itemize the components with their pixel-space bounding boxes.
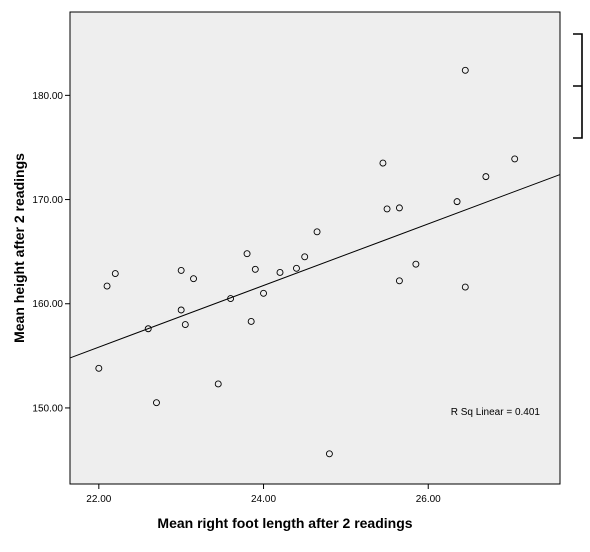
data-point [111, 270, 119, 277]
data-point [190, 275, 197, 283]
data-point [144, 325, 152, 333]
y-axis-title: Mean height after 2 readings [11, 153, 27, 343]
data-point [251, 265, 259, 273]
data-point [325, 450, 333, 458]
y-tick-label: 150.00 [32, 403, 63, 414]
data-point [227, 295, 235, 302]
data-point [177, 266, 185, 274]
data-point [181, 321, 189, 329]
r-squared-annotation: R Sq Linear = 0.401 [451, 407, 541, 418]
data-point [313, 228, 321, 236]
x-axis-title: Mean right foot length after 2 readings [157, 515, 412, 531]
data-point [412, 260, 420, 268]
data-point [379, 159, 387, 167]
data-point [103, 282, 111, 290]
data-point [482, 173, 490, 181]
data-point [383, 205, 391, 213]
data-point [214, 380, 222, 388]
data-point [95, 364, 103, 372]
data-point [301, 253, 309, 261]
y-tick-label: 170.00 [32, 195, 63, 206]
data-point [153, 399, 160, 407]
legend-bracket [573, 33, 583, 139]
x-tick-label: 26.00 [416, 494, 441, 505]
data-point [453, 198, 461, 206]
y-tick-label: 180.00 [32, 91, 63, 102]
data-point [243, 250, 251, 258]
plot-area [69, 11, 561, 485]
data-point [293, 264, 300, 272]
x-tick-label: 24.00 [251, 494, 276, 505]
data-point [276, 269, 284, 276]
x-tick-label: 22.00 [86, 494, 111, 505]
y-tick-label: 160.00 [32, 299, 63, 310]
data-point [395, 204, 403, 212]
data-point [461, 283, 469, 291]
data-point [260, 289, 267, 297]
data-point [395, 277, 403, 285]
data-point [461, 66, 469, 74]
data-point [247, 318, 255, 325]
fit-line [69, 174, 561, 359]
data-point [177, 306, 185, 314]
data-point [511, 155, 519, 163]
